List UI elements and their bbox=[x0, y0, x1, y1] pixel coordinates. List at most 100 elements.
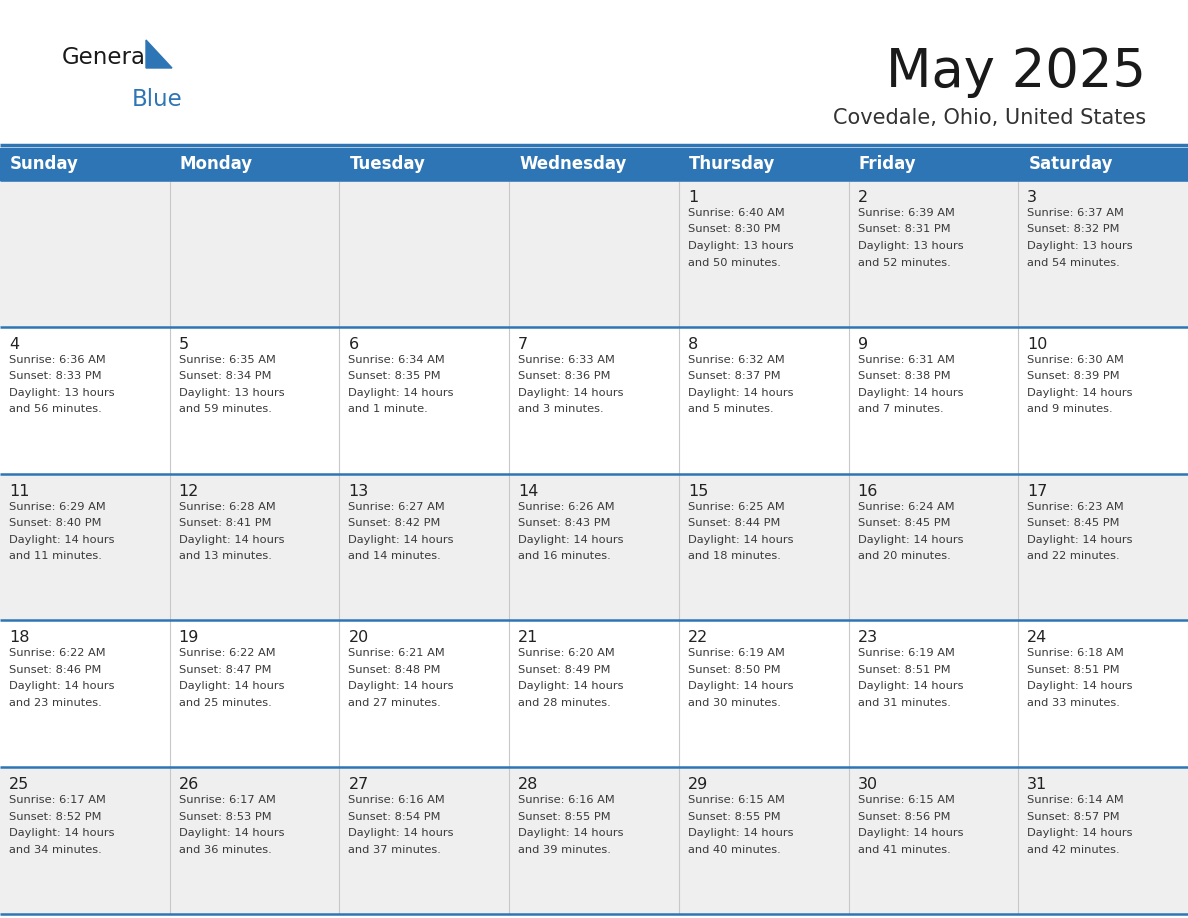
Text: and 5 minutes.: and 5 minutes. bbox=[688, 404, 773, 414]
Text: 31: 31 bbox=[1028, 778, 1048, 792]
Text: Sunrise: 6:15 AM: Sunrise: 6:15 AM bbox=[858, 795, 954, 805]
Text: Daylight: 14 hours: Daylight: 14 hours bbox=[518, 681, 624, 691]
Text: Daylight: 14 hours: Daylight: 14 hours bbox=[1028, 387, 1133, 397]
Text: Daylight: 14 hours: Daylight: 14 hours bbox=[1028, 534, 1133, 544]
Text: and 9 minutes.: and 9 minutes. bbox=[1028, 404, 1113, 414]
Text: Daylight: 14 hours: Daylight: 14 hours bbox=[858, 387, 963, 397]
Text: 9: 9 bbox=[858, 337, 867, 352]
Text: Sunset: 8:35 PM: Sunset: 8:35 PM bbox=[348, 371, 441, 381]
Text: 27: 27 bbox=[348, 778, 368, 792]
Text: Sunrise: 6:19 AM: Sunrise: 6:19 AM bbox=[688, 648, 785, 658]
Text: Sunset: 8:48 PM: Sunset: 8:48 PM bbox=[348, 665, 441, 675]
Text: 3: 3 bbox=[1028, 190, 1037, 205]
Text: Sunset: 8:34 PM: Sunset: 8:34 PM bbox=[178, 371, 271, 381]
Text: Sunset: 8:45 PM: Sunset: 8:45 PM bbox=[858, 518, 950, 528]
Text: Daylight: 14 hours: Daylight: 14 hours bbox=[348, 534, 454, 544]
Text: Sunrise: 6:37 AM: Sunrise: 6:37 AM bbox=[1028, 208, 1124, 218]
Text: Sunrise: 6:20 AM: Sunrise: 6:20 AM bbox=[518, 648, 615, 658]
Text: Sunset: 8:44 PM: Sunset: 8:44 PM bbox=[688, 518, 781, 528]
Text: and 22 minutes.: and 22 minutes. bbox=[1028, 551, 1120, 561]
Text: Sunset: 8:55 PM: Sunset: 8:55 PM bbox=[518, 812, 611, 822]
Text: Sunrise: 6:16 AM: Sunrise: 6:16 AM bbox=[348, 795, 446, 805]
Text: 11: 11 bbox=[10, 484, 30, 498]
Text: Sunrise: 6:31 AM: Sunrise: 6:31 AM bbox=[858, 354, 954, 364]
Text: Daylight: 14 hours: Daylight: 14 hours bbox=[858, 828, 963, 838]
Text: Sunset: 8:38 PM: Sunset: 8:38 PM bbox=[858, 371, 950, 381]
Text: 4: 4 bbox=[10, 337, 19, 352]
Text: Sunset: 8:40 PM: Sunset: 8:40 PM bbox=[10, 518, 101, 528]
Text: and 25 minutes.: and 25 minutes. bbox=[178, 698, 272, 708]
Text: Sunset: 8:52 PM: Sunset: 8:52 PM bbox=[10, 812, 101, 822]
Text: Daylight: 14 hours: Daylight: 14 hours bbox=[348, 828, 454, 838]
Text: Sunrise: 6:21 AM: Sunrise: 6:21 AM bbox=[348, 648, 446, 658]
Text: and 30 minutes.: and 30 minutes. bbox=[688, 698, 781, 708]
Text: Sunset: 8:57 PM: Sunset: 8:57 PM bbox=[1028, 812, 1120, 822]
Text: Sunrise: 6:27 AM: Sunrise: 6:27 AM bbox=[348, 501, 446, 511]
Text: Sunset: 8:54 PM: Sunset: 8:54 PM bbox=[348, 812, 441, 822]
Text: 25: 25 bbox=[10, 778, 30, 792]
Text: Daylight: 13 hours: Daylight: 13 hours bbox=[1028, 241, 1133, 251]
Text: and 27 minutes.: and 27 minutes. bbox=[348, 698, 441, 708]
Text: Daylight: 13 hours: Daylight: 13 hours bbox=[178, 387, 284, 397]
Bar bbox=[0, 621, 1188, 767]
Text: Sunset: 8:39 PM: Sunset: 8:39 PM bbox=[1028, 371, 1120, 381]
Text: 14: 14 bbox=[518, 484, 538, 498]
Text: Daylight: 14 hours: Daylight: 14 hours bbox=[348, 387, 454, 397]
Text: Sunset: 8:45 PM: Sunset: 8:45 PM bbox=[1028, 518, 1120, 528]
Text: Sunrise: 6:39 AM: Sunrise: 6:39 AM bbox=[858, 208, 954, 218]
Text: Sunset: 8:47 PM: Sunset: 8:47 PM bbox=[178, 665, 271, 675]
Text: and 33 minutes.: and 33 minutes. bbox=[1028, 698, 1120, 708]
Text: 7: 7 bbox=[518, 337, 529, 352]
Text: Sunset: 8:41 PM: Sunset: 8:41 PM bbox=[178, 518, 271, 528]
Text: and 54 minutes.: and 54 minutes. bbox=[1028, 258, 1120, 267]
Text: Tuesday: Tuesday bbox=[349, 155, 425, 173]
Text: Sunrise: 6:36 AM: Sunrise: 6:36 AM bbox=[10, 354, 106, 364]
Text: Sunrise: 6:22 AM: Sunrise: 6:22 AM bbox=[10, 648, 106, 658]
Text: 28: 28 bbox=[518, 778, 538, 792]
Text: Sunrise: 6:33 AM: Sunrise: 6:33 AM bbox=[518, 354, 615, 364]
Text: Daylight: 14 hours: Daylight: 14 hours bbox=[10, 534, 114, 544]
Text: 17: 17 bbox=[1028, 484, 1048, 498]
Text: 6: 6 bbox=[348, 337, 359, 352]
Text: Sunset: 8:55 PM: Sunset: 8:55 PM bbox=[688, 812, 781, 822]
Text: Sunset: 8:43 PM: Sunset: 8:43 PM bbox=[518, 518, 611, 528]
Text: and 56 minutes.: and 56 minutes. bbox=[10, 404, 102, 414]
Text: Daylight: 13 hours: Daylight: 13 hours bbox=[688, 241, 794, 251]
Text: 23: 23 bbox=[858, 631, 878, 645]
Text: and 36 minutes.: and 36 minutes. bbox=[178, 845, 272, 855]
Text: and 39 minutes.: and 39 minutes. bbox=[518, 845, 611, 855]
Text: Sunset: 8:33 PM: Sunset: 8:33 PM bbox=[10, 371, 102, 381]
Text: Sunrise: 6:18 AM: Sunrise: 6:18 AM bbox=[1028, 648, 1124, 658]
Text: Wednesday: Wednesday bbox=[519, 155, 626, 173]
Text: and 18 minutes.: and 18 minutes. bbox=[688, 551, 781, 561]
Text: and 23 minutes.: and 23 minutes. bbox=[10, 698, 102, 708]
Text: Daylight: 14 hours: Daylight: 14 hours bbox=[518, 387, 624, 397]
Text: 24: 24 bbox=[1028, 631, 1048, 645]
Text: Saturday: Saturday bbox=[1029, 155, 1113, 173]
Text: Daylight: 14 hours: Daylight: 14 hours bbox=[688, 387, 794, 397]
Text: Sunrise: 6:15 AM: Sunrise: 6:15 AM bbox=[688, 795, 785, 805]
Bar bbox=[0, 180, 1188, 327]
Text: and 1 minute.: and 1 minute. bbox=[348, 404, 428, 414]
Text: Sunrise: 6:34 AM: Sunrise: 6:34 AM bbox=[348, 354, 446, 364]
Text: Daylight: 14 hours: Daylight: 14 hours bbox=[1028, 828, 1133, 838]
Bar bbox=[0, 474, 1188, 621]
Text: Sunrise: 6:17 AM: Sunrise: 6:17 AM bbox=[10, 795, 106, 805]
Text: and 40 minutes.: and 40 minutes. bbox=[688, 845, 781, 855]
Text: and 37 minutes.: and 37 minutes. bbox=[348, 845, 441, 855]
Text: 21: 21 bbox=[518, 631, 538, 645]
Text: Sunrise: 6:35 AM: Sunrise: 6:35 AM bbox=[178, 354, 276, 364]
Text: 10: 10 bbox=[1028, 337, 1048, 352]
Text: 12: 12 bbox=[178, 484, 200, 498]
Text: Sunrise: 6:40 AM: Sunrise: 6:40 AM bbox=[688, 208, 784, 218]
Text: and 41 minutes.: and 41 minutes. bbox=[858, 845, 950, 855]
Text: Daylight: 14 hours: Daylight: 14 hours bbox=[178, 534, 284, 544]
Text: Sunset: 8:53 PM: Sunset: 8:53 PM bbox=[178, 812, 271, 822]
Text: and 3 minutes.: and 3 minutes. bbox=[518, 404, 604, 414]
Text: Sunrise: 6:14 AM: Sunrise: 6:14 AM bbox=[1028, 795, 1124, 805]
Text: 8: 8 bbox=[688, 337, 699, 352]
Text: Daylight: 13 hours: Daylight: 13 hours bbox=[10, 387, 114, 397]
Text: Daylight: 14 hours: Daylight: 14 hours bbox=[688, 534, 794, 544]
Text: Sunset: 8:50 PM: Sunset: 8:50 PM bbox=[688, 665, 781, 675]
Text: Daylight: 13 hours: Daylight: 13 hours bbox=[858, 241, 963, 251]
